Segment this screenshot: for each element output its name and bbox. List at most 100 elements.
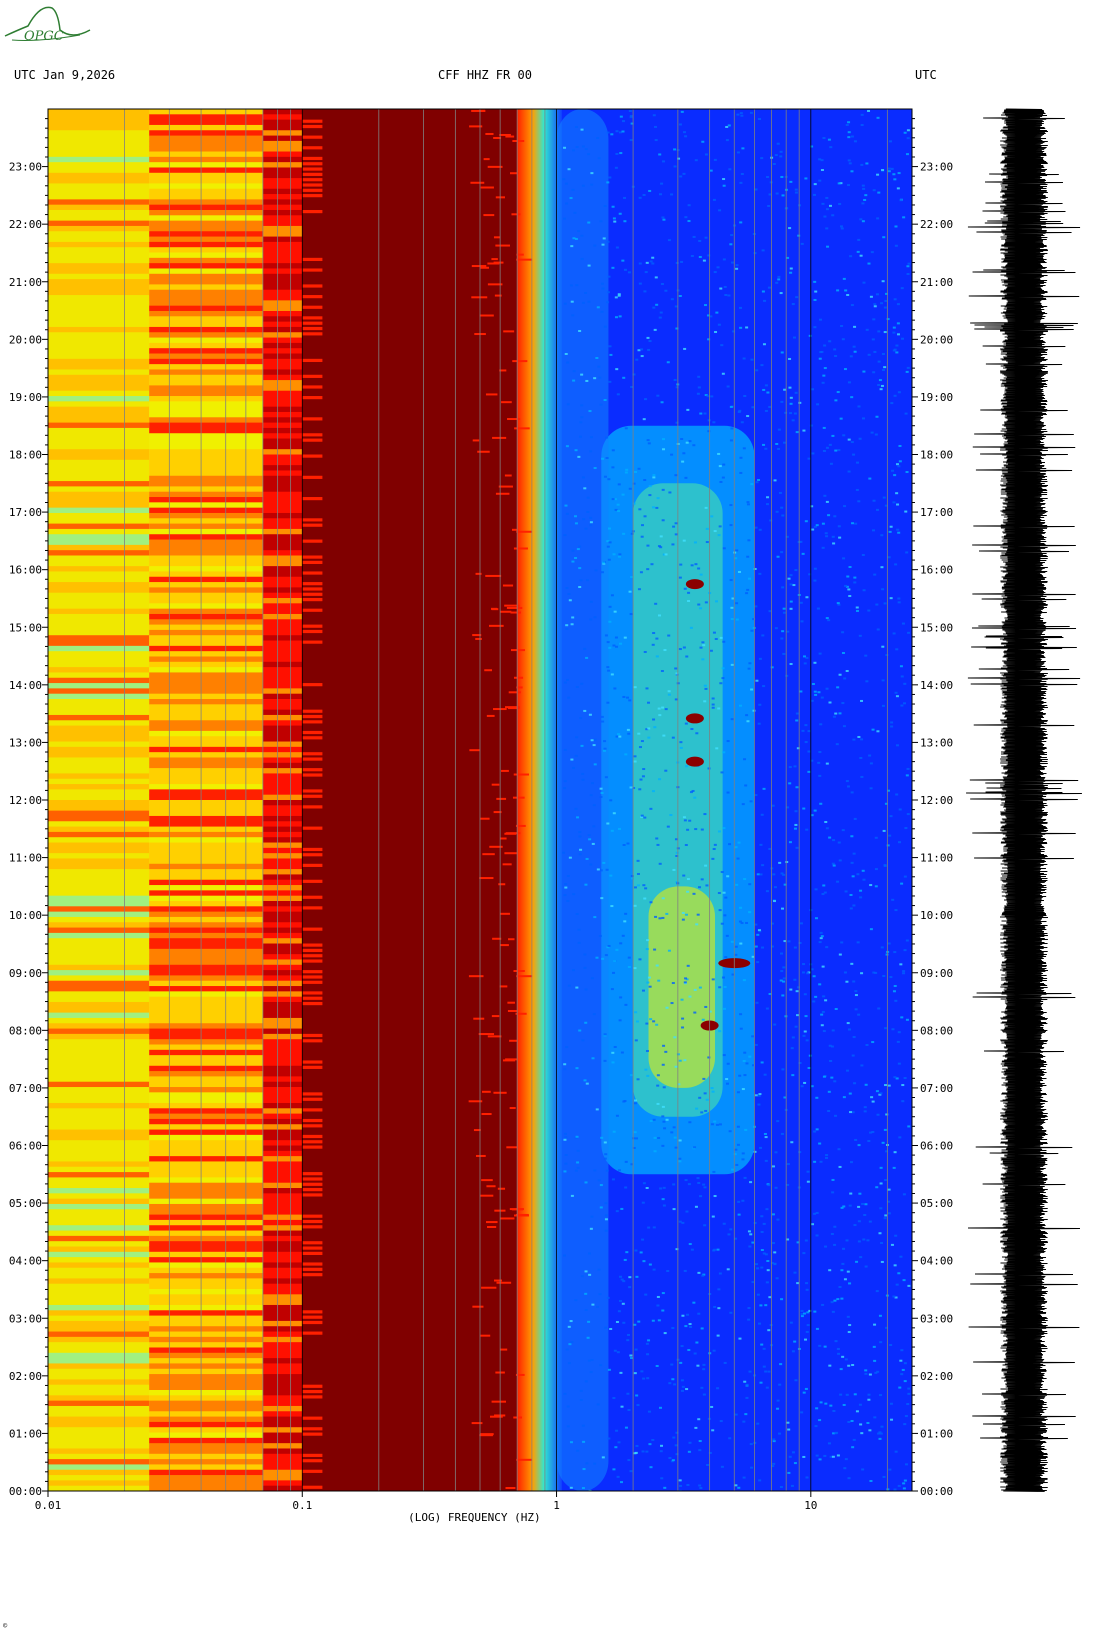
noise-speck	[860, 738, 864, 741]
lowfreq-row	[48, 1342, 150, 1348]
midfreq-row	[149, 1156, 263, 1162]
noise-speck	[687, 1183, 691, 1186]
noise-speck	[707, 254, 711, 257]
midfreq-row	[149, 385, 263, 392]
noise-speck	[662, 1044, 666, 1047]
lowfreq-row	[48, 199, 150, 206]
noise-speck	[564, 1162, 568, 1165]
noise-speck	[735, 267, 739, 270]
midfreq-row	[149, 326, 263, 333]
noise-speck	[640, 740, 644, 743]
noise-speck	[617, 294, 621, 297]
noise-speck	[782, 977, 786, 980]
edge-dash	[516, 1458, 533, 1461]
noise-speck	[684, 722, 688, 725]
noise-speck	[876, 1113, 880, 1116]
noise-speck	[602, 749, 606, 752]
noise-speck	[858, 437, 862, 440]
edge-row	[302, 374, 323, 378]
nearfreq-row	[262, 1113, 303, 1120]
noise-speck	[602, 861, 606, 864]
noise-speck	[743, 1051, 747, 1054]
noise-speck	[643, 478, 647, 481]
noise-speck	[622, 1280, 626, 1283]
noise-speck	[629, 116, 633, 119]
noise-speck	[574, 237, 578, 240]
noise-speck	[566, 1405, 570, 1408]
noise-speck	[603, 1059, 607, 1062]
noise-speck	[874, 433, 878, 436]
noise-speck	[678, 1220, 682, 1223]
lowfreq-row	[48, 236, 150, 243]
noise-speck	[897, 531, 901, 534]
noise-speck	[837, 182, 841, 185]
noise-speck	[834, 712, 838, 715]
nearfreq-row	[262, 247, 303, 254]
lowfreq-row	[48, 1299, 150, 1306]
noise-speck	[662, 160, 666, 163]
edge-dash	[511, 213, 521, 216]
y-tick-label-left: 05:00	[9, 1197, 42, 1210]
midfreq-row	[149, 459, 263, 466]
midfreq-row	[149, 1448, 263, 1455]
lowfreq-row	[48, 1060, 150, 1067]
midfreq-row	[149, 1129, 263, 1136]
midfreq-row	[149, 427, 263, 434]
lowfreq-row	[48, 1235, 150, 1242]
noise-speck	[724, 896, 728, 899]
noise-speck	[878, 1093, 882, 1096]
noise-speck	[675, 881, 679, 884]
noise-speck	[652, 114, 656, 117]
noise-speck	[649, 1466, 653, 1469]
noise-speck	[572, 893, 576, 896]
noise-speck	[818, 983, 822, 986]
noise-speck	[877, 1432, 881, 1435]
noise-speck	[751, 406, 755, 409]
noise-speck	[771, 804, 775, 807]
noise-speck	[606, 545, 610, 548]
noise-speck	[756, 933, 760, 936]
noise-speck	[657, 707, 661, 710]
noise-speck	[886, 789, 890, 792]
noise-speck	[852, 980, 856, 983]
noise-speck	[747, 577, 751, 580]
noise-speck	[575, 685, 579, 688]
noise-speck	[821, 1010, 825, 1013]
edge-dash	[486, 1185, 496, 1188]
noise-speck	[681, 911, 685, 914]
lowfreq-row	[48, 1384, 150, 1391]
edge-dash	[485, 132, 494, 135]
noise-speck	[869, 787, 873, 790]
noise-speck	[603, 204, 607, 207]
noise-speck	[800, 242, 804, 245]
noise-speck	[603, 1157, 607, 1160]
midfreq-row	[149, 651, 263, 657]
noise-speck	[730, 606, 734, 609]
noise-speck	[778, 1383, 782, 1386]
noise-speck	[577, 455, 581, 458]
lowfreq-row	[48, 396, 150, 402]
noise-speck	[839, 182, 843, 185]
noise-speck	[898, 444, 902, 447]
noise-speck	[822, 374, 826, 377]
noise-speck	[645, 1022, 649, 1025]
midfreq-row	[149, 1390, 263, 1396]
noise-speck	[626, 696, 630, 699]
noise-speck	[600, 1136, 604, 1139]
noise-speck	[717, 1307, 721, 1310]
midfreq-row	[149, 406, 263, 413]
noise-speck	[835, 743, 839, 746]
noise-speck	[788, 782, 792, 785]
noise-speck	[701, 658, 705, 661]
noise-speck	[718, 1272, 722, 1275]
noise-speck	[884, 504, 888, 507]
noise-speck	[822, 1075, 826, 1078]
noise-speck	[766, 176, 770, 179]
noise-speck	[597, 1268, 601, 1271]
noise-speck	[860, 113, 864, 116]
noise-speck	[725, 1078, 729, 1081]
noise-speck	[834, 1007, 838, 1010]
lowfreq-row	[48, 1108, 150, 1115]
noise-speck	[800, 1085, 804, 1088]
y-tick-label-right: 00:00	[920, 1485, 953, 1498]
